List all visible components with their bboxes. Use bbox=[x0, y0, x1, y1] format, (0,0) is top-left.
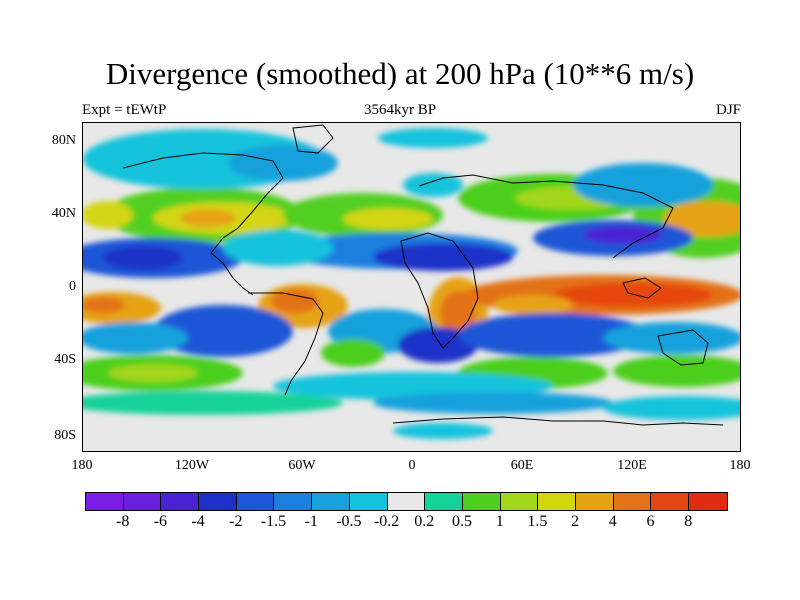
colorbar-box bbox=[236, 493, 275, 510]
colorbar-label: -6 bbox=[153, 513, 168, 530]
colorbar-label: -4 bbox=[191, 513, 205, 530]
map-graphic bbox=[83, 123, 740, 451]
colorbar-box bbox=[123, 493, 162, 510]
divergence-fill bbox=[83, 128, 740, 439]
lat-label-80n: 80N bbox=[51, 133, 76, 148]
colorbar-box bbox=[199, 493, 237, 510]
colorbar-label: 1 bbox=[495, 513, 504, 530]
lon-label-180w: 180 bbox=[71, 458, 93, 473]
lon-label-180e: 180 bbox=[729, 458, 751, 473]
colorbar-box bbox=[613, 493, 652, 510]
lat-label-40s: 40S bbox=[54, 352, 76, 367]
colorbar-box bbox=[349, 493, 388, 510]
colorbar-box bbox=[86, 493, 124, 510]
colorbar-box bbox=[425, 493, 463, 510]
colorbar-label: 6 bbox=[646, 513, 655, 530]
colorbar-label: -0.5 bbox=[336, 513, 362, 530]
colorbar-label: -1.5 bbox=[260, 513, 287, 530]
colorbar-label: -8 bbox=[116, 513, 130, 530]
colorbar-label: 0.5 bbox=[452, 513, 472, 530]
colorbar-box bbox=[689, 493, 727, 510]
colorbar-box bbox=[651, 493, 689, 510]
coastlines bbox=[122, 124, 724, 426]
colorbar-box bbox=[575, 493, 614, 510]
season-label: DJF bbox=[715, 102, 741, 118]
colorbar bbox=[85, 492, 728, 511]
time-label: 3564kyr BP bbox=[363, 102, 437, 118]
colorbar-label: 4 bbox=[608, 513, 617, 530]
colorbar-box bbox=[274, 493, 313, 510]
lon-label-120w: 120W bbox=[174, 458, 210, 473]
lat-label-0: 0 bbox=[69, 279, 76, 294]
colorbar-label: 8 bbox=[684, 513, 693, 530]
lon-label-60w: 60W bbox=[288, 458, 316, 473]
lat-label-40n: 40N bbox=[51, 206, 76, 221]
colorbar-box bbox=[312, 493, 350, 510]
colorbar-box bbox=[500, 493, 539, 510]
colorbar-label: -1 bbox=[304, 513, 318, 530]
colorbar-box bbox=[161, 493, 200, 510]
lon-label-120e: 120E bbox=[617, 458, 647, 473]
divergence-map bbox=[82, 122, 741, 452]
lon-label-0: 0 bbox=[408, 458, 416, 473]
map-title: Divergence (smoothed) at 200 hPa (10**6 … bbox=[105, 56, 695, 91]
experiment-label: Expt = tEWtP bbox=[82, 102, 167, 118]
colorbar-box bbox=[538, 493, 576, 510]
lon-label-60e: 60E bbox=[510, 458, 534, 473]
colorbar-label: 1.5 bbox=[527, 513, 548, 530]
colorbar-label: 2 bbox=[571, 513, 580, 530]
colorbar-box bbox=[462, 493, 501, 510]
lat-label-80s: 80S bbox=[54, 428, 76, 443]
colorbar-label: 0.2 bbox=[414, 513, 435, 530]
colorbar-box bbox=[387, 493, 426, 510]
colorbar-label: -0.2 bbox=[373, 513, 400, 530]
colorbar-label: -2 bbox=[229, 513, 243, 530]
